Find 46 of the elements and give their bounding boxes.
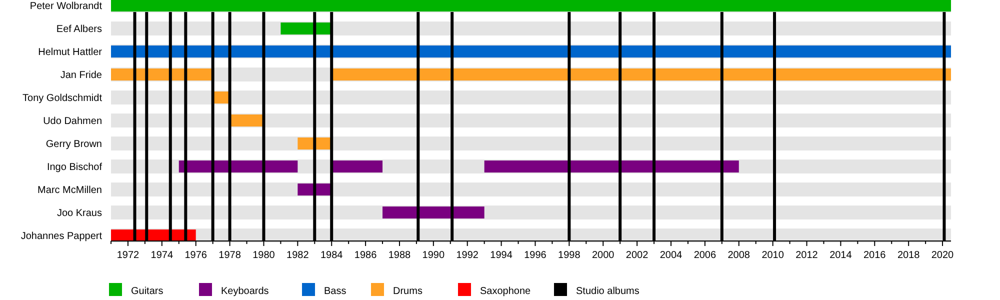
legend-label: Studio albums <box>576 286 640 297</box>
x-tick-label: 1976 <box>184 250 208 261</box>
y-tick-label: Ingo Bischof <box>46 162 102 173</box>
x-tick-label: 2008 <box>728 250 750 261</box>
x-tick-label: 1992 <box>456 250 479 261</box>
y-tick-label: Tony Goldschmidt <box>22 93 102 104</box>
bar <box>382 206 484 218</box>
x-tick-label: 1994 <box>490 250 513 261</box>
y-tick-label: Johannes Pappert <box>20 231 102 242</box>
bar <box>280 22 332 34</box>
x-tick-label: 1990 <box>422 250 445 261</box>
y-tick-label: Gerry Brown <box>46 139 102 150</box>
x-tick-label: 1988 <box>388 250 412 261</box>
x-tick-label: 1972 <box>116 250 140 261</box>
x-tick-label: 1982 <box>286 250 310 261</box>
y-tick-label: Eef Albers <box>56 24 102 35</box>
legend-label: Keyboards <box>221 286 269 297</box>
x-tick-label: 2010 <box>762 250 784 261</box>
x-tick-label: 2018 <box>897 250 920 261</box>
legend-label: Bass <box>324 286 346 297</box>
x-tick-label: 1996 <box>524 250 547 261</box>
x-tick-label: 1986 <box>354 250 378 261</box>
legend-label: Guitars <box>131 286 164 297</box>
bar <box>332 160 383 172</box>
x-tick-label: 2016 <box>864 250 886 261</box>
y-tick-label: Helmut Hattler <box>38 47 103 58</box>
x-tick-label: 1980 <box>252 250 276 261</box>
x-tick-label: 1998 <box>558 250 581 261</box>
y-tick-label: Joo Kraus <box>56 208 102 219</box>
x-tick-label: 2000 <box>592 250 615 261</box>
y-tick-label: Peter Wolbrandt <box>30 1 102 12</box>
x-tick-label: 1984 <box>320 250 344 261</box>
y-tick-label: Udo Dahmen <box>43 116 102 127</box>
y-tick-label: Marc McMillen <box>38 185 102 196</box>
x-tick-label: 2020 <box>931 250 954 261</box>
x-tick-label: 2002 <box>626 250 649 261</box>
x-tick-label: 1974 <box>150 250 174 261</box>
x-tick-label: 1978 <box>218 250 242 261</box>
legend-label: Drums <box>393 286 422 297</box>
legend-label: Saxophone <box>480 286 532 297</box>
x-tick-label: 2006 <box>694 250 716 261</box>
y-tick-label: Jan Fride <box>60 70 102 81</box>
x-tick-label: 2012 <box>796 250 818 261</box>
x-tick-label: 2004 <box>660 250 683 261</box>
x-tick-label: 2014 <box>830 250 852 261</box>
bar <box>230 114 264 126</box>
